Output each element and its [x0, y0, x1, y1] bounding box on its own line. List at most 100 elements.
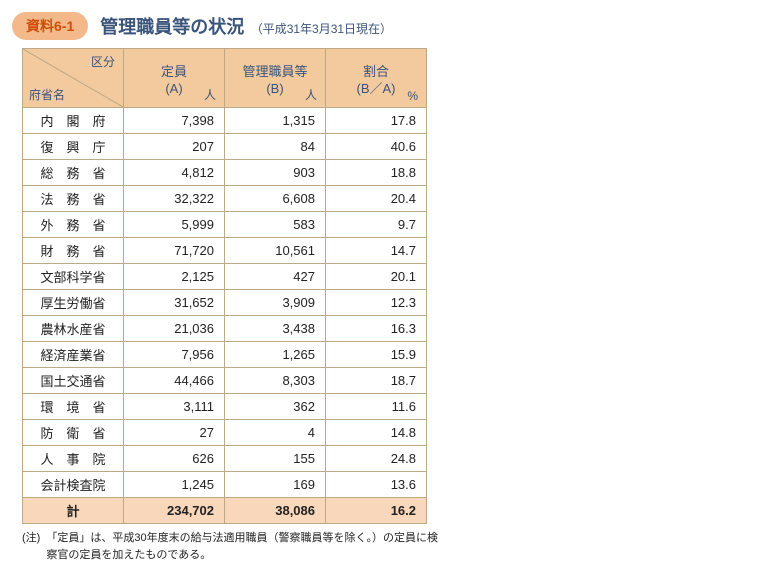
table-row: 総 務 省4,81290318.8: [23, 160, 427, 186]
cell-r: 14.8: [326, 420, 427, 446]
cell-b: 427: [225, 264, 326, 290]
table-row: 会計検査院1,24516913.6: [23, 472, 427, 498]
cell-r: 11.6: [326, 394, 427, 420]
row-name: 人 事 院: [23, 446, 124, 472]
corner-label-bottom: 府省名: [29, 86, 65, 103]
cell-a: 32,322: [124, 186, 225, 212]
row-name: 経済産業省: [23, 342, 124, 368]
col-a-line2: (A): [165, 81, 182, 96]
row-name: 防 衛 省: [23, 420, 124, 446]
col-r-unit: %: [407, 89, 418, 103]
row-name: 国土交通省: [23, 368, 124, 394]
cell-a: 1,245: [124, 472, 225, 498]
cell-b: 8,303: [225, 368, 326, 394]
cell-r: 12.3: [326, 290, 427, 316]
cell-b: 903: [225, 160, 326, 186]
cell-a: 207: [124, 134, 225, 160]
row-name: 外 務 省: [23, 212, 124, 238]
table-row: 内 閣 府7,3981,31517.8: [23, 108, 427, 134]
row-name: 総 務 省: [23, 160, 124, 186]
cell-r: 24.8: [326, 446, 427, 472]
cell-b: 583: [225, 212, 326, 238]
table-row: 経済産業省7,9561,26515.9: [23, 342, 427, 368]
cell-a: 7,956: [124, 342, 225, 368]
table-row: 外 務 省5,9995839.7: [23, 212, 427, 238]
row-name: 復 興 庁: [23, 134, 124, 160]
row-name: 法 務 省: [23, 186, 124, 212]
col-a-line1: 定員: [161, 64, 187, 79]
cell-r: 18.7: [326, 368, 427, 394]
cell-a: 27: [124, 420, 225, 446]
cell-a: 626: [124, 446, 225, 472]
row-name: 財 務 省: [23, 238, 124, 264]
row-name: 農林水産省: [23, 316, 124, 342]
table-body: 内 閣 府7,3981,31517.8復 興 庁2078440.6総 務 省4,…: [23, 108, 427, 524]
table-row: 文部科学省2,12542720.1: [23, 264, 427, 290]
table-row: 国土交通省44,4668,30318.7: [23, 368, 427, 394]
cell-b: 4: [225, 420, 326, 446]
column-header-b: 管理職員等 (B) 人: [225, 49, 326, 108]
table-row: 復 興 庁2078440.6: [23, 134, 427, 160]
col-b-line1: 管理職員等: [242, 64, 307, 79]
row-name: 会計検査院: [23, 472, 124, 498]
cell-a: 21,036: [124, 316, 225, 342]
cell-b: 3,909: [225, 290, 326, 316]
corner-label-top: 区分: [91, 53, 115, 70]
cell-b: 84: [225, 134, 326, 160]
table-row: 防 衛 省27414.8: [23, 420, 427, 446]
row-name-total: 計: [23, 498, 124, 524]
row-name: 厚生労働省: [23, 290, 124, 316]
cell-r: 20.1: [326, 264, 427, 290]
row-name: 文部科学省: [23, 264, 124, 290]
col-b-unit: 人: [305, 86, 317, 103]
cell-a: 7,398: [124, 108, 225, 134]
table-row: 人 事 院62615524.8: [23, 446, 427, 472]
row-name: 環 境 省: [23, 394, 124, 420]
cell-b: 362: [225, 394, 326, 420]
cell-a: 71,720: [124, 238, 225, 264]
col-r-line2: (B／A): [356, 81, 395, 96]
col-b-line2: (B): [266, 81, 283, 96]
reference-badge: 資料6-1: [12, 12, 88, 40]
table-row: 財 務 省71,72010,56114.7: [23, 238, 427, 264]
col-a-unit: 人: [204, 86, 216, 103]
table-row-total: 計234,70238,08616.2: [23, 498, 427, 524]
cell-r: 9.7: [326, 212, 427, 238]
cell-b: 1,265: [225, 342, 326, 368]
cell-b: 10,561: [225, 238, 326, 264]
column-header-a: 定員 (A) 人: [124, 49, 225, 108]
cell-r: 14.7: [326, 238, 427, 264]
table-row: 法 務 省32,3226,60820.4: [23, 186, 427, 212]
data-table: 区分 府省名 定員 (A) 人 管理職員等 (B) 人 割合: [22, 48, 427, 524]
title-bar: 資料6-1 管理職員等の状況 （平成31年3月31日現在）: [12, 12, 748, 40]
cell-b: 3,438: [225, 316, 326, 342]
corner-header: 区分 府省名: [23, 49, 124, 108]
page-subtitle: （平成31年3月31日現在）: [251, 22, 392, 36]
cell-total-r: 16.2: [326, 498, 427, 524]
cell-a: 2,125: [124, 264, 225, 290]
cell-a: 5,999: [124, 212, 225, 238]
cell-b: 169: [225, 472, 326, 498]
table-row: 厚生労働省31,6523,90912.3: [23, 290, 427, 316]
table-row: 環 境 省3,11136211.6: [23, 394, 427, 420]
cell-r: 40.6: [326, 134, 427, 160]
cell-a: 44,466: [124, 368, 225, 394]
cell-r: 20.4: [326, 186, 427, 212]
cell-r: 18.8: [326, 160, 427, 186]
cell-b: 155: [225, 446, 326, 472]
cell-total-b: 38,086: [225, 498, 326, 524]
cell-a: 31,652: [124, 290, 225, 316]
table-row: 農林水産省21,0363,43816.3: [23, 316, 427, 342]
cell-a: 4,812: [124, 160, 225, 186]
col-r-line1: 割合: [363, 64, 389, 79]
cell-a: 3,111: [124, 394, 225, 420]
cell-total-a: 234,702: [124, 498, 225, 524]
cell-r: 13.6: [326, 472, 427, 498]
cell-b: 1,315: [225, 108, 326, 134]
column-header-ratio: 割合 (B／A) %: [326, 49, 427, 108]
row-name: 内 閣 府: [23, 108, 124, 134]
page-title: 管理職員等の状況: [100, 17, 244, 37]
cell-b: 6,608: [225, 186, 326, 212]
cell-r: 16.3: [326, 316, 427, 342]
cell-r: 15.9: [326, 342, 427, 368]
